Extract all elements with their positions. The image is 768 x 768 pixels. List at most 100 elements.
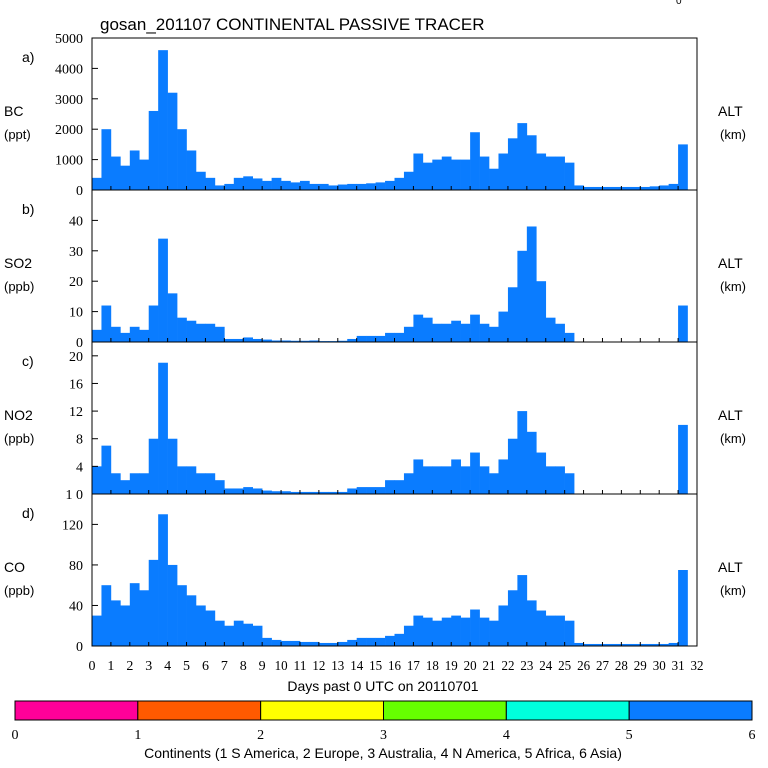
bar xyxy=(101,305,112,342)
bar xyxy=(621,643,632,646)
bar xyxy=(678,570,688,646)
y-tick-label: 40 xyxy=(69,599,83,614)
bar xyxy=(649,643,660,646)
colorbar-tick-label: 3 xyxy=(380,728,387,743)
x-axis-label: Days past 0 UTC on 20110701 xyxy=(287,678,478,694)
y-tick-label: 2000 xyxy=(55,123,83,138)
colorbar-tick-label: 0 xyxy=(12,728,19,743)
bar xyxy=(432,466,443,494)
colorbar-segment xyxy=(137,700,262,721)
bar xyxy=(110,600,121,646)
bar xyxy=(640,643,651,646)
bar xyxy=(177,585,187,646)
colorbar-segment xyxy=(505,700,630,721)
bar xyxy=(602,643,613,646)
bar xyxy=(536,281,547,342)
bar xyxy=(92,466,102,494)
bar xyxy=(337,340,348,342)
bar xyxy=(271,491,282,494)
bar xyxy=(489,620,499,646)
bar xyxy=(630,643,641,646)
bar xyxy=(441,466,452,494)
bar xyxy=(139,473,150,494)
bar xyxy=(110,326,121,342)
bar xyxy=(281,180,291,190)
y-tick-label: 0 xyxy=(76,336,83,351)
bar xyxy=(602,186,613,190)
right-label: ALT xyxy=(718,103,743,119)
bar xyxy=(337,184,348,190)
x-tick-label: 19 xyxy=(445,659,458,674)
bar xyxy=(186,150,197,190)
y-tick-label: 4 xyxy=(76,460,83,475)
bar xyxy=(177,317,187,342)
bar xyxy=(195,171,206,190)
bar xyxy=(233,488,244,494)
bar xyxy=(214,480,225,494)
colorbar-segment xyxy=(260,700,385,721)
bar xyxy=(678,144,688,190)
bar xyxy=(517,250,528,342)
bar xyxy=(252,488,263,494)
bar xyxy=(574,642,584,646)
bar xyxy=(110,156,121,190)
bar xyxy=(545,466,556,494)
x-tick-label: 16 xyxy=(388,659,401,674)
y-tick-label: 40 xyxy=(69,214,83,229)
bar xyxy=(299,340,310,342)
bar xyxy=(262,180,272,190)
bar xyxy=(139,590,150,646)
bar xyxy=(318,491,329,494)
bar xyxy=(441,323,452,342)
bar xyxy=(214,185,225,190)
x-tick-label: 4 xyxy=(164,659,171,674)
bar xyxy=(92,329,102,342)
right-label: ALT xyxy=(718,407,743,423)
bar xyxy=(366,637,376,646)
bar xyxy=(233,620,244,646)
x-tick-label: 27 xyxy=(596,659,609,674)
bar xyxy=(177,129,187,190)
bar xyxy=(337,641,348,646)
bar xyxy=(413,314,424,342)
bar xyxy=(517,575,528,646)
bar xyxy=(422,162,433,190)
x-axis: 0 1 2 3 4 5 6 7 8 9 10 11 12 13 14 15 16 17 18 19 20 21 22 23 24… xyxy=(89,659,704,674)
bar xyxy=(536,452,547,494)
bar xyxy=(668,183,679,190)
bar xyxy=(224,625,235,646)
bar xyxy=(129,473,140,494)
bar xyxy=(328,642,339,646)
x-tick-label: 5 xyxy=(183,659,190,674)
y-tick-label: 30 xyxy=(69,245,83,260)
bar xyxy=(441,617,452,646)
y-tick-label: 10 xyxy=(69,306,83,321)
bar xyxy=(167,438,178,494)
bar xyxy=(205,610,216,646)
bar xyxy=(451,615,461,646)
bar xyxy=(574,185,584,190)
bar xyxy=(403,171,414,190)
x-tick-label: 0 xyxy=(89,659,96,674)
bar xyxy=(356,637,367,646)
bar xyxy=(422,617,433,646)
bar xyxy=(375,637,386,646)
bar xyxy=(555,615,565,646)
bar xyxy=(347,488,357,494)
bar xyxy=(385,332,395,342)
panel-unit: (ppb) xyxy=(4,279,34,294)
bar xyxy=(101,585,112,646)
panel-title: CO xyxy=(4,559,25,575)
bar xyxy=(243,623,253,646)
bar xyxy=(545,156,556,190)
bar xyxy=(224,488,235,494)
bar xyxy=(479,466,490,494)
x-tick-label: 12 xyxy=(312,659,325,674)
bar xyxy=(158,238,168,342)
bar xyxy=(271,177,282,190)
bar xyxy=(366,183,376,190)
bar xyxy=(489,168,499,190)
bar xyxy=(470,452,480,494)
bar xyxy=(460,466,471,494)
